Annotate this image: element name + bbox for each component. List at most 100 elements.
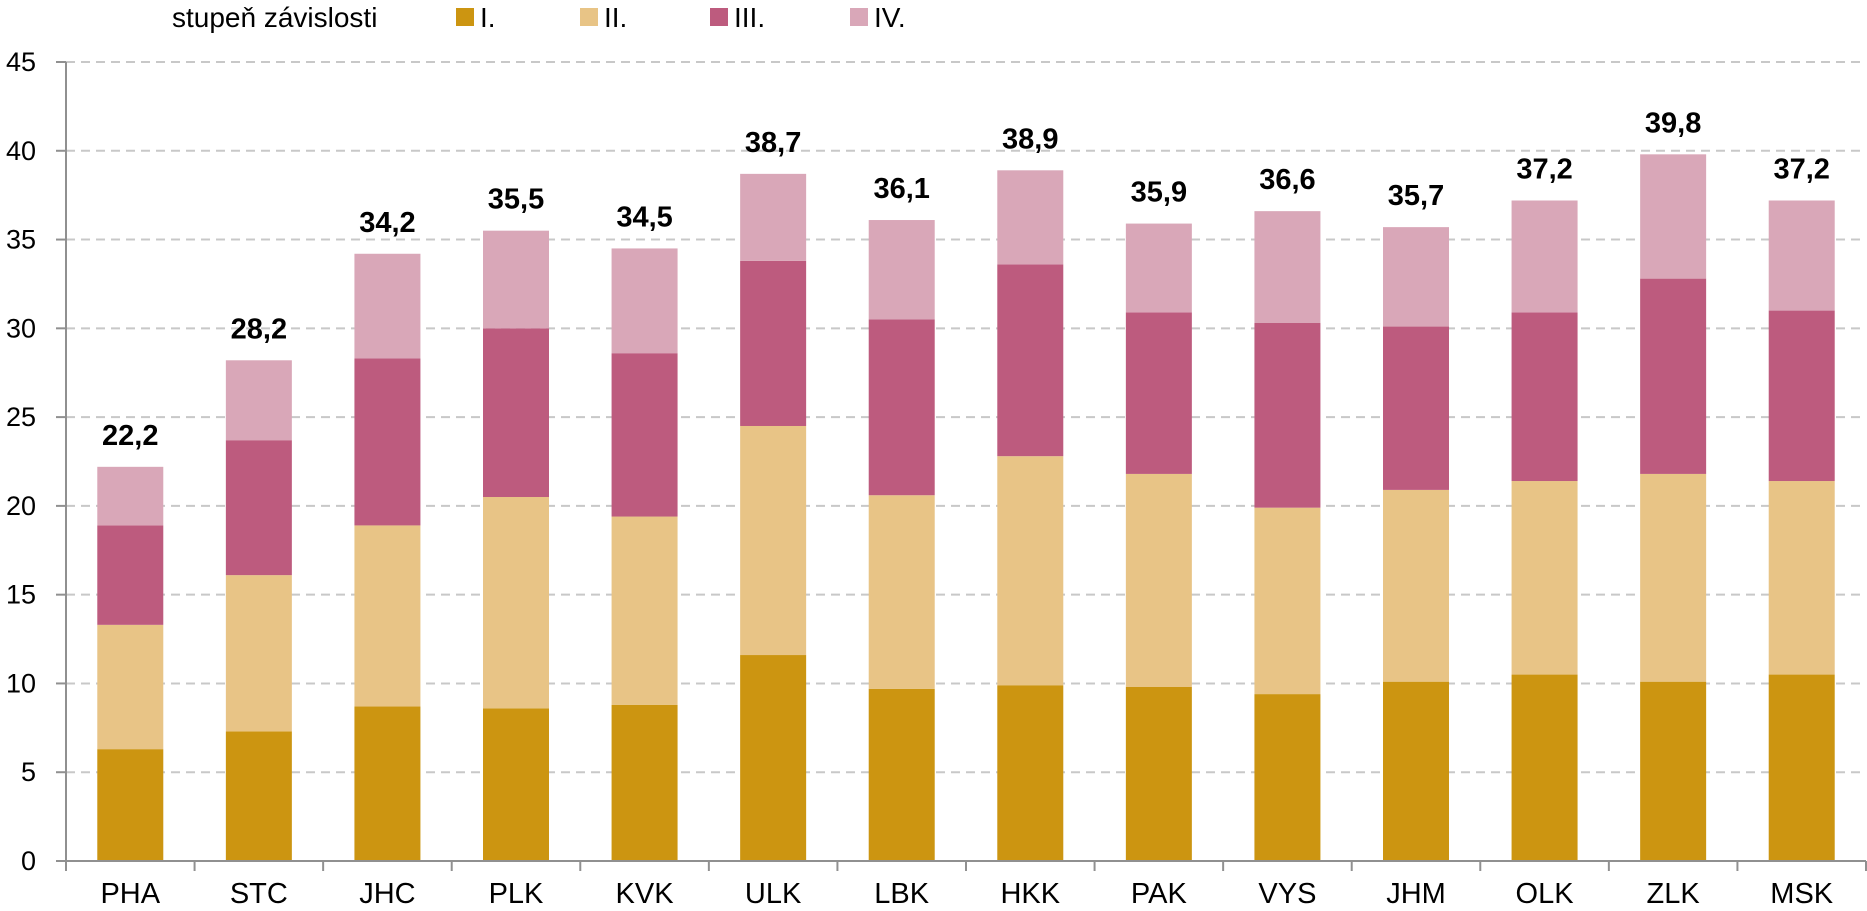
bar-segment-vys-ii xyxy=(1254,507,1321,695)
bar-segment-lbk-iii xyxy=(868,319,935,496)
bar-segment-kvk-iii xyxy=(611,353,678,517)
x-category-label: OLK xyxy=(1516,878,1575,910)
x-category-label: JHM xyxy=(1386,878,1446,910)
bar-segment-zlk-ii xyxy=(1640,473,1707,682)
total-label-olk: 37,2 xyxy=(1516,153,1572,185)
y-tick-label: 35 xyxy=(6,225,36,255)
bar-segment-kvk-ii xyxy=(611,516,678,705)
x-category-label: HKK xyxy=(1000,878,1060,910)
bar-segment-jhc-i xyxy=(354,706,421,861)
total-label-kvk: 34,5 xyxy=(616,201,672,233)
bar-segment-jhc-iii xyxy=(354,358,421,526)
y-tick-label: 15 xyxy=(6,580,36,610)
total-label-vys: 36,6 xyxy=(1259,164,1315,196)
bar-segment-jhm-iii xyxy=(1383,326,1449,490)
y-tick-label: 25 xyxy=(6,402,36,432)
bar-segment-msk-iv xyxy=(1768,200,1835,311)
bar-segment-pak-ii xyxy=(1125,473,1192,687)
x-axis: PHA STC JHC PLK KVK ULK LBK HKK PAK VYS JHM OLK ZLK M… xyxy=(65,860,1867,910)
bar-segment-plk-i xyxy=(483,708,549,861)
y-tick-label: 20 xyxy=(6,491,36,521)
bar-segment-zlk-iv xyxy=(1640,154,1707,279)
y-tick-label: 10 xyxy=(6,668,36,698)
bar-segment-stc-iii xyxy=(225,440,292,576)
bar-segment-hkk-iv xyxy=(997,170,1064,265)
bar-segment-ulk-ii xyxy=(740,425,807,656)
legend-label: II. xyxy=(604,2,627,33)
bar-segment-olk-iv xyxy=(1511,200,1578,313)
bar-segment-pak-iii xyxy=(1125,312,1192,474)
bar-segment-zlk-i xyxy=(1640,681,1707,861)
bar-segment-vys-i xyxy=(1254,694,1321,861)
bar-segment-jhc-iv xyxy=(354,253,421,359)
legend-title: stupeň závislosti xyxy=(172,2,377,33)
total-label-jhc: 34,2 xyxy=(359,207,415,239)
bar-segment-stc-ii xyxy=(225,575,292,732)
bar-segment-plk-iii xyxy=(483,328,549,498)
bar-segment-plk-iv xyxy=(483,230,549,329)
bar-segment-jhm-i xyxy=(1383,681,1449,861)
total-label-pha: 22,2 xyxy=(102,420,158,452)
legend-label: III. xyxy=(734,2,765,33)
legend-swatch-i xyxy=(456,8,474,26)
y-tick-label: 0 xyxy=(21,846,36,876)
total-label-ulk: 38,7 xyxy=(745,127,801,159)
gridlines xyxy=(66,61,1866,774)
x-category-label: ZLK xyxy=(1647,878,1701,910)
bar-segment-lbk-ii xyxy=(868,495,935,689)
bar-segment-pha-iv xyxy=(97,466,164,526)
x-category-label: PLK xyxy=(489,878,544,910)
total-labels: 22,2 28,2 34,2 35,5 34,5 38,7 36,1 38,9 35,9 36,6… xyxy=(102,107,1830,451)
legend-swatch-iv xyxy=(850,8,868,26)
total-label-stc: 28,2 xyxy=(231,313,287,345)
bar-segment-kvk-i xyxy=(611,704,678,861)
total-label-pak: 35,9 xyxy=(1131,177,1187,209)
x-category-label: MSK xyxy=(1770,878,1834,910)
y-tick-label: 40 xyxy=(6,136,36,166)
x-category-label: VYS xyxy=(1258,878,1316,910)
bar-segment-msk-i xyxy=(1768,674,1835,861)
bar-segment-ulk-iv xyxy=(740,173,807,261)
bar-segment-jhm-iv xyxy=(1383,227,1449,327)
bar-segment-stc-i xyxy=(225,731,292,861)
y-tick-label: 45 xyxy=(6,47,36,77)
total-label-plk: 35,5 xyxy=(488,184,544,216)
bar-segment-kvk-iv xyxy=(611,248,678,354)
x-category-label: PHA xyxy=(100,878,160,910)
bar-segment-hkk-iii xyxy=(997,264,1064,457)
legend-swatch-ii xyxy=(580,8,598,26)
bar-segment-pak-i xyxy=(1125,686,1192,861)
total-label-jhm: 35,7 xyxy=(1388,180,1444,212)
bar-segment-ulk-iii xyxy=(740,260,807,426)
bars xyxy=(97,154,1835,861)
x-category-label: LBK xyxy=(874,878,929,910)
bar-segment-pha-iii xyxy=(97,525,164,625)
x-category-label: ULK xyxy=(745,878,802,910)
total-label-zlk: 39,8 xyxy=(1645,107,1701,139)
bar-segment-hkk-i xyxy=(997,685,1064,861)
x-category-label: JHC xyxy=(359,878,415,910)
bar-segment-pha-ii xyxy=(97,624,164,750)
total-label-msk: 37,2 xyxy=(1773,153,1829,185)
legend-label: I. xyxy=(480,2,496,33)
bar-segment-hkk-ii xyxy=(997,456,1064,686)
bar-segment-olk-i xyxy=(1511,674,1578,861)
bar-segment-vys-iv xyxy=(1254,211,1321,324)
y-axis: 0 5 10 15 20 25 30 35 40 45 xyxy=(6,47,67,876)
x-category-label: KVK xyxy=(616,878,675,910)
bar-segment-ulk-i xyxy=(740,655,807,861)
bar-segment-lbk-i xyxy=(868,688,935,861)
total-label-lbk: 36,1 xyxy=(873,173,929,205)
bar-segment-vys-iii xyxy=(1254,323,1321,508)
bar-segment-olk-iii xyxy=(1511,312,1578,482)
bar-segment-plk-ii xyxy=(483,497,549,709)
legend: stupeň závislosti I. II. III. IV. xyxy=(172,2,906,33)
x-category-label: PAK xyxy=(1131,878,1188,910)
x-category-label: STC xyxy=(230,878,288,910)
bar-segment-olk-ii xyxy=(1511,481,1578,675)
y-tick-label: 5 xyxy=(21,757,36,787)
bar-segment-pha-i xyxy=(97,749,164,861)
bar-segment-msk-iii xyxy=(1768,310,1835,482)
bar-segment-jhm-ii xyxy=(1383,489,1449,682)
